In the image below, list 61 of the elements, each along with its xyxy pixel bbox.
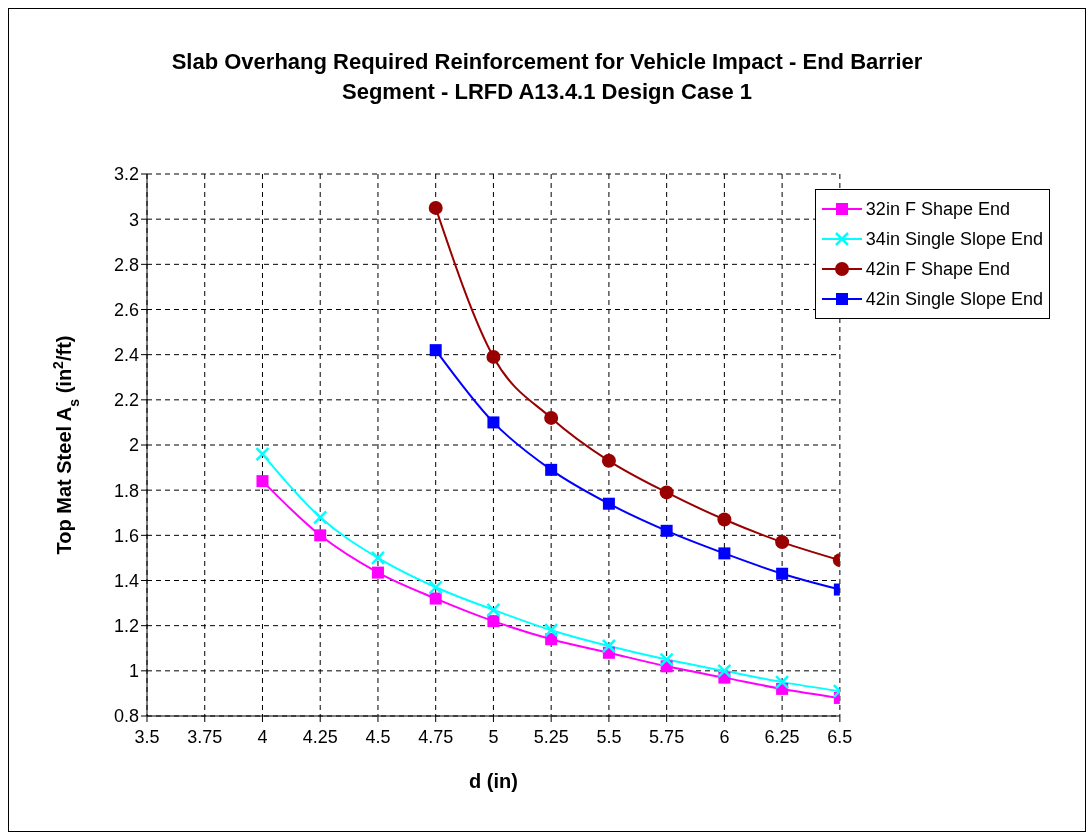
x-tick-label: 4 bbox=[257, 726, 268, 747]
point bbox=[717, 663, 732, 679]
x-tick-label: 4.75 bbox=[418, 726, 454, 747]
legend-label: 34in Single Slope End bbox=[865, 228, 1043, 250]
point bbox=[371, 566, 384, 579]
point bbox=[486, 349, 501, 364]
y-tick-label: 1.2 bbox=[113, 616, 139, 637]
x-axis-title: d (in) bbox=[468, 770, 518, 792]
point bbox=[543, 622, 559, 638]
point bbox=[255, 446, 270, 462]
x-tick-label: 4.5 bbox=[365, 726, 391, 747]
x-tick-label: 5 bbox=[488, 726, 499, 747]
y-tick-label: 2.8 bbox=[113, 254, 139, 275]
point bbox=[428, 200, 443, 215]
point bbox=[429, 344, 442, 357]
legend-label: 42in Single Slope End bbox=[865, 288, 1043, 310]
point bbox=[659, 652, 674, 667]
point bbox=[717, 512, 732, 527]
point bbox=[545, 463, 558, 476]
legend-label: 42in F Shape End bbox=[865, 258, 1010, 280]
point bbox=[429, 592, 442, 605]
point bbox=[487, 416, 500, 429]
y-tick-label: 0.8 bbox=[113, 706, 139, 727]
point bbox=[428, 580, 443, 595]
x-tick-label: 6 bbox=[719, 726, 730, 747]
x-tick-label: 5.5 bbox=[596, 726, 622, 747]
point bbox=[486, 602, 501, 618]
x-tick-label: 6.5 bbox=[827, 726, 853, 747]
point bbox=[601, 453, 616, 468]
y-tick-label: 2.6 bbox=[113, 299, 139, 320]
y-tick-label: 2.2 bbox=[113, 390, 139, 411]
x-tick-label: 5.25 bbox=[533, 726, 569, 747]
point bbox=[775, 535, 790, 550]
y-tick-label: 2.4 bbox=[113, 345, 139, 366]
point bbox=[544, 410, 559, 425]
point bbox=[314, 529, 327, 542]
point bbox=[370, 550, 386, 566]
y-tick-label: 3.2 bbox=[113, 164, 139, 185]
x-tick-label: 5.75 bbox=[649, 726, 685, 747]
y-tick-label: 3 bbox=[128, 209, 139, 230]
chart-title: Slab Overhang Required Reinforcement for Vehicle Impact - End Barrier Segment - LRFD A13.4.1 Design Case 1 bbox=[170, 48, 924, 106]
point bbox=[659, 485, 674, 500]
point bbox=[718, 547, 731, 560]
point bbox=[602, 497, 615, 510]
y-tick-label: 1.6 bbox=[113, 525, 139, 546]
point bbox=[312, 510, 328, 525]
y-tick-label: 1 bbox=[128, 661, 139, 682]
y-tick-label: 1.4 bbox=[113, 570, 139, 591]
x-tick-label: 4.25 bbox=[302, 726, 338, 747]
legend-label: 32in F Shape End bbox=[865, 198, 1010, 220]
x-tick-label: 3.75 bbox=[187, 726, 223, 747]
point bbox=[487, 615, 500, 628]
point bbox=[256, 475, 269, 488]
x-tick-label: 6.25 bbox=[764, 726, 800, 747]
point bbox=[774, 674, 790, 690]
point bbox=[601, 638, 617, 654]
point bbox=[776, 567, 789, 580]
y-tick-label: 1.8 bbox=[113, 480, 139, 501]
y-tick-label: 2 bbox=[128, 435, 139, 456]
x-tick-label: 3.5 bbox=[134, 726, 160, 747]
point bbox=[660, 524, 673, 537]
